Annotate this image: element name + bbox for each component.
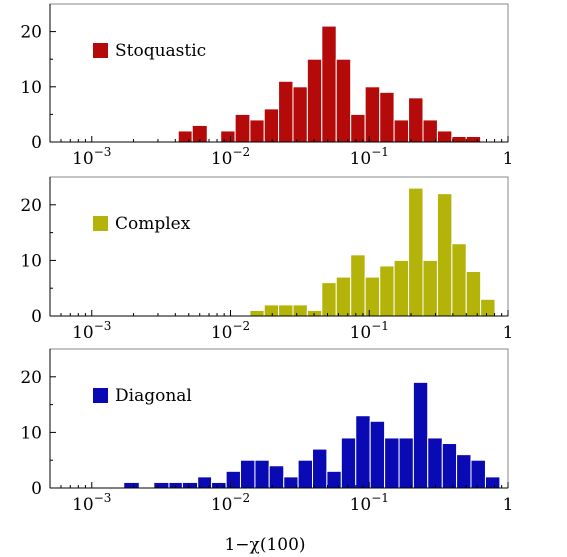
histogram-bar — [292, 304, 308, 317]
x-tick-label: 10−1 — [350, 145, 389, 169]
y-tick-label: 20 — [20, 23, 42, 43]
histogram-bar — [335, 58, 352, 143]
histogram-bar — [408, 97, 424, 143]
legend-swatch — [93, 43, 108, 58]
legend-label: Complex — [115, 214, 191, 234]
histogram-bar — [278, 80, 294, 143]
x-axis-label: 1−χ(100) — [224, 535, 305, 555]
histogram-panel-diagonal: 0 10 20 10−3 10−2 10−1 1 Diagonal — [20, 348, 514, 515]
histogram-bar — [422, 119, 438, 143]
y-tick-label: 20 — [20, 196, 42, 216]
legend-label: Diagonal — [115, 386, 192, 406]
histogram-bar — [412, 381, 429, 489]
histogram-bar — [379, 91, 395, 143]
histogram-bar — [456, 454, 472, 489]
histogram-bar — [364, 86, 381, 143]
y-tick-label: 20 — [20, 368, 42, 388]
histogram-bar — [283, 476, 299, 489]
x-tick-label: 10−3 — [72, 145, 111, 169]
histogram-bar — [181, 481, 199, 489]
histogram-bar — [480, 298, 496, 317]
histogram-bar — [326, 470, 342, 489]
histogram-bar — [292, 86, 308, 143]
x-tick-label: 1 — [503, 149, 514, 169]
x-tick-label: 1 — [503, 323, 514, 343]
histogram-bar — [393, 259, 410, 317]
x-tick-label: 1 — [503, 495, 514, 515]
histogram-bar — [408, 187, 424, 317]
histogram-bar — [249, 309, 265, 317]
y-tick-label: 0 — [31, 479, 42, 499]
histogram-bar — [306, 309, 323, 317]
histogram-bar — [297, 459, 314, 489]
legend-label: Stoquastic — [115, 41, 206, 61]
histogram-bar — [312, 448, 328, 489]
histogram-bar — [451, 243, 467, 317]
histogram-bar — [465, 271, 482, 317]
histogram-bar — [393, 119, 410, 143]
x-tick-label: 10−2 — [211, 319, 250, 343]
y-tick-label: 0 — [31, 133, 42, 153]
histogram-bar — [321, 282, 337, 317]
histogram-bar — [379, 265, 395, 317]
histogram-bar — [436, 193, 453, 317]
histogram-bar — [369, 420, 386, 489]
histogram-bar — [263, 304, 280, 317]
histogram-bar — [470, 459, 486, 489]
histogram-bar — [340, 437, 357, 489]
histogram-bar — [350, 254, 366, 317]
histogram-bar — [335, 276, 352, 317]
histogram-bar — [451, 135, 467, 143]
histogram-bar — [177, 130, 193, 143]
x-tick-label: 10−3 — [72, 491, 111, 515]
histogram-bar — [355, 415, 371, 489]
histogram-bar — [123, 481, 140, 489]
histogram-bar — [321, 25, 337, 143]
histogram-bar — [384, 437, 400, 489]
x-tick-label: 10−1 — [350, 319, 389, 343]
y-tick-label: 0 — [31, 307, 42, 327]
y-tick-label: 10 — [20, 251, 42, 271]
x-tick-label: 10−3 — [72, 319, 111, 343]
histogram-bar — [263, 108, 280, 143]
histogram-bar — [249, 119, 265, 143]
histogram-bar — [350, 113, 366, 143]
histogram-bar — [254, 459, 270, 489]
x-tick-label: 10−2 — [211, 491, 250, 515]
histogram-bar — [268, 465, 285, 489]
histogram-bar — [436, 130, 453, 143]
histogram-bar — [153, 481, 170, 489]
x-tick-label: 10−1 — [350, 491, 389, 515]
histogram-bar — [364, 276, 381, 317]
histogram-bar — [234, 113, 251, 143]
histogram-bar — [398, 437, 414, 489]
histogram-bar — [278, 304, 294, 317]
histogram-bar — [306, 58, 323, 143]
histogram-bar — [220, 130, 236, 143]
legend-swatch — [93, 216, 108, 231]
y-tick-label: 10 — [20, 78, 42, 98]
histogram-bar — [239, 459, 256, 489]
histogram-bar — [427, 437, 443, 489]
y-tick-label: 10 — [20, 423, 42, 443]
x-tick-label: 10−2 — [211, 145, 250, 169]
histogram-panel-stoquastic: 0 10 20 10−3 10−2 10−1 1 Stoquastic — [20, 3, 514, 169]
legend-swatch — [93, 388, 108, 403]
histogram-bar — [225, 470, 241, 489]
histogram-bar — [441, 443, 458, 489]
histogram-bar — [484, 476, 501, 489]
histogram-bar — [465, 135, 482, 143]
histogram-panel-complex: 0 10 20 10−3 10−2 10−1 1 Complex — [20, 176, 514, 343]
histogram-bar — [422, 259, 438, 317]
